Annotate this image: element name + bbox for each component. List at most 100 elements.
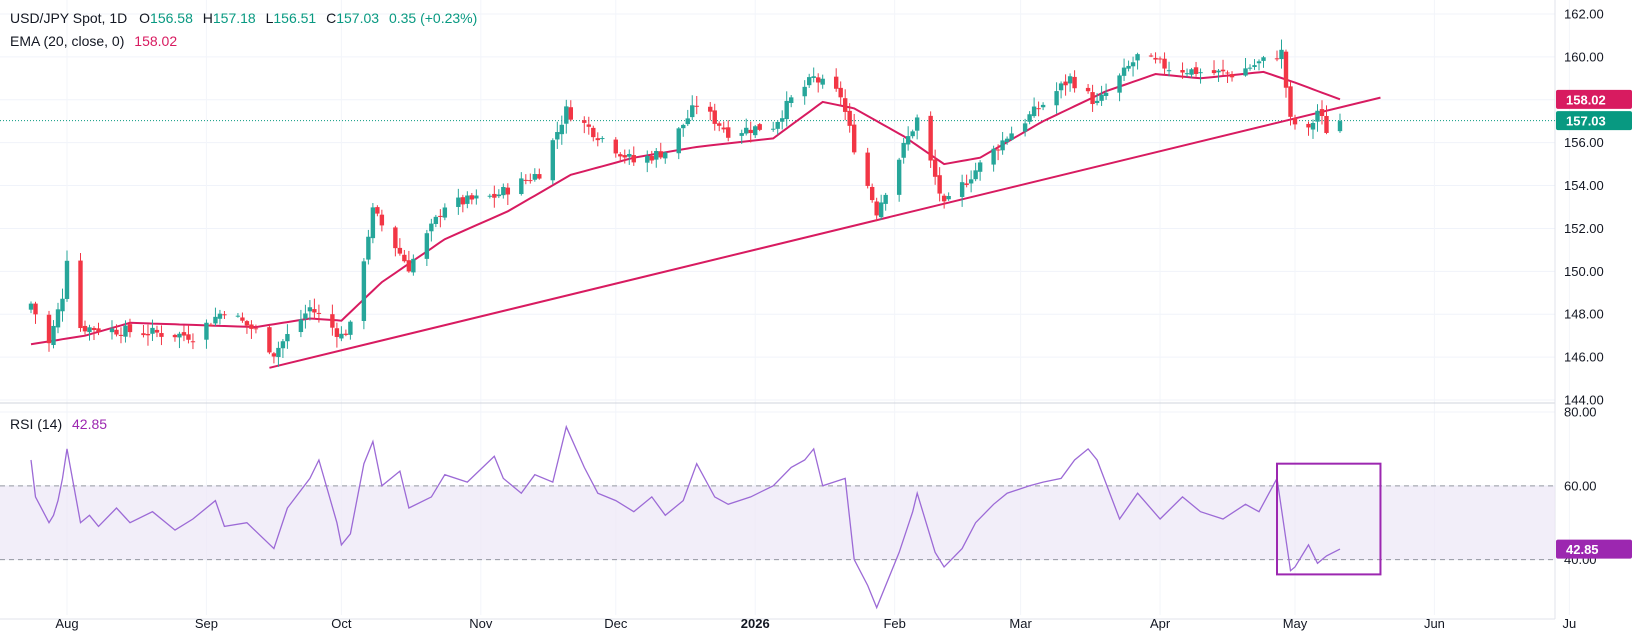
candle: [1090, 84, 1095, 112]
candle: [973, 162, 978, 182]
candle: [613, 137, 618, 158]
candle-body: [613, 139, 618, 154]
rsi-line: [30, 424, 1341, 610]
candle-body: [172, 334, 178, 338]
rsi-badge: 42.85: [1566, 542, 1599, 557]
candle-body: [1198, 72, 1203, 74]
candle-body: [1148, 55, 1154, 57]
price-axis-tick-label: 162.00: [1564, 7, 1604, 22]
candle-body: [838, 87, 843, 98]
candle-body: [330, 314, 335, 328]
candle-body: [141, 333, 146, 336]
candle-body: [771, 128, 776, 130]
candle-body: [33, 303, 38, 315]
time-axis-tick-label: Oct: [331, 616, 352, 631]
candle-body: [591, 127, 596, 138]
candle-body: [726, 127, 731, 138]
price-axis-tick-label: 144.00: [1564, 393, 1604, 408]
candle-body: [681, 124, 686, 129]
candle-body: [1121, 67, 1127, 76]
candle: [280, 338, 286, 358]
candle: [249, 320, 254, 339]
candle: [1247, 64, 1253, 71]
candle-body: [811, 76, 816, 78]
candle-body: [1211, 70, 1217, 74]
candle: [654, 147, 659, 168]
candle-body: [1261, 57, 1266, 61]
candle-body: [622, 155, 627, 158]
candle-body: [528, 180, 533, 182]
candle: [1027, 111, 1032, 125]
candle-body: [222, 314, 227, 316]
candle: [568, 100, 573, 122]
candle-body: [298, 319, 304, 333]
candle-body: [712, 110, 717, 124]
candle-body: [1099, 94, 1104, 101]
candle-body: [429, 223, 434, 232]
candle: [303, 304, 308, 329]
candle-body: [312, 309, 317, 313]
candle-body: [46, 314, 52, 344]
time-axis-tick-label: Aug: [55, 616, 78, 631]
candle: [937, 167, 942, 202]
candle-body: [361, 261, 367, 321]
candle: [627, 149, 632, 165]
candle-body: [114, 329, 119, 335]
candle-body: [878, 202, 884, 218]
candle: [141, 324, 146, 338]
candle-body: [896, 159, 902, 195]
candle: [685, 109, 690, 126]
candle-body: [370, 207, 376, 239]
candle: [676, 127, 681, 160]
candle-body: [559, 124, 564, 135]
candle-body: [460, 197, 466, 205]
candle: [1031, 97, 1037, 118]
main-legend: USD/JPY Spot, 1D O156.58 H157.18 L156.51…: [10, 10, 477, 26]
candle: [55, 302, 61, 334]
candle: [411, 254, 416, 276]
price-badge: 157.03: [1566, 114, 1606, 129]
candle-body: [1085, 87, 1091, 92]
candle: [1067, 73, 1073, 92]
candle-body: [82, 325, 88, 332]
candle-body: [487, 195, 493, 197]
candle-body: [550, 140, 556, 181]
candle: [1162, 52, 1167, 75]
ema-value: 158.02: [134, 33, 178, 49]
candle: [186, 324, 191, 344]
candle: [874, 197, 879, 222]
candle-body: [1153, 57, 1158, 60]
candle: [690, 95, 695, 121]
candle: [204, 319, 209, 349]
candle: [1148, 53, 1154, 58]
candle-body: [1324, 115, 1329, 133]
candle: [757, 122, 762, 132]
candle-body: [690, 105, 695, 118]
candle-body: [901, 142, 906, 158]
candle-body: [757, 124, 762, 130]
candle: [1243, 57, 1248, 77]
candle-body: [406, 260, 412, 272]
candle-body: [1216, 70, 1221, 73]
candle-body: [1288, 86, 1293, 117]
ema-label: EMA (20, close, 0): [10, 33, 125, 49]
candle: [28, 301, 34, 314]
candle: [726, 120, 731, 142]
candle: [1072, 70, 1077, 93]
candle: [51, 320, 56, 349]
candle: [1054, 82, 1059, 114]
candle-body: [1031, 106, 1037, 117]
candle: [905, 126, 911, 151]
candle: [397, 238, 403, 256]
rsi-axis-tick-label: 60.00: [1564, 478, 1597, 493]
time-axis-tick-label: Jun: [1424, 616, 1445, 631]
candle-body: [285, 334, 290, 342]
candle-body: [186, 334, 191, 340]
candle-body: [240, 317, 245, 321]
candle: [1117, 73, 1122, 102]
candle-body: [537, 174, 542, 179]
candle: [928, 111, 933, 168]
candle: [896, 157, 902, 202]
candle-body: [663, 152, 668, 159]
candle-body: [883, 194, 888, 204]
